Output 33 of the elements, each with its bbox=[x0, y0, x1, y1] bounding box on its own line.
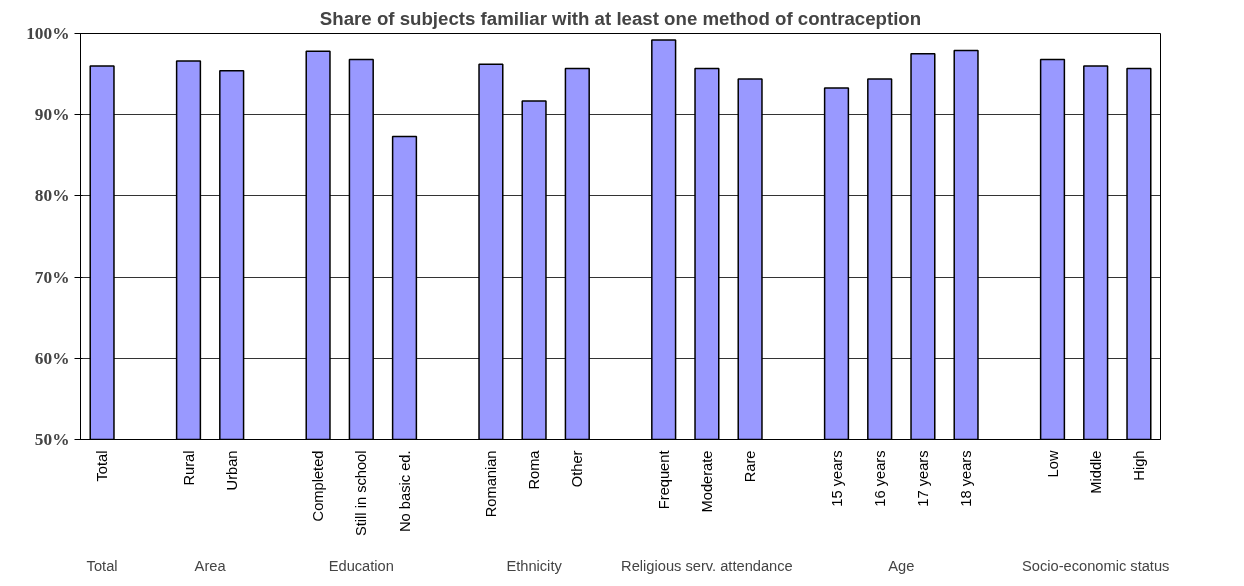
y-tick-label: 80% bbox=[34, 186, 70, 206]
x-tick-label: Low bbox=[1044, 450, 1061, 478]
x-tick-label: Rural bbox=[180, 450, 197, 486]
y-tick-label: 50% bbox=[34, 430, 70, 449]
x-tick-label: Moderate bbox=[698, 450, 715, 513]
chart-title: Share of subjects familiar with at least one method of contraception bbox=[319, 7, 922, 29]
x-tick-label: Romanian bbox=[482, 450, 499, 518]
x-tick-label: Roma bbox=[526, 449, 543, 490]
x-tick-label: High bbox=[1130, 450, 1147, 481]
text: Ethnicity bbox=[506, 557, 563, 574]
y-tick-label: 70% bbox=[34, 267, 70, 287]
text: Socio-economic status bbox=[1021, 557, 1170, 574]
x-tick-label: Total bbox=[94, 450, 111, 482]
text: Age bbox=[888, 557, 915, 574]
x-tick-label: 18 years bbox=[958, 450, 975, 507]
x-tick-label: 16 years bbox=[871, 450, 888, 507]
y-tick-label: 60% bbox=[34, 348, 70, 368]
y-tick-label: 90% bbox=[34, 105, 70, 125]
text: Religious serv. attendance bbox=[621, 557, 793, 574]
text: Total bbox=[86, 557, 118, 574]
x-tick-label: No basic ed. bbox=[396, 450, 413, 532]
text: Education bbox=[328, 557, 394, 574]
x-tick-label: Urban bbox=[223, 450, 240, 491]
x-tick-label: 15 years bbox=[828, 450, 845, 507]
x-tick-label: Frequent bbox=[655, 450, 672, 510]
x-tick-label: 17 years bbox=[914, 450, 931, 507]
x-tick-label: Completed bbox=[310, 450, 327, 522]
x-tick-label: Middle bbox=[1087, 450, 1104, 494]
x-tick-label: Still in school bbox=[353, 450, 370, 537]
y-tick-label: 100% bbox=[26, 24, 70, 43]
x-tick-label: Other bbox=[569, 450, 586, 488]
x-tick-label: Rare bbox=[742, 450, 759, 483]
text: Area bbox=[194, 557, 227, 574]
